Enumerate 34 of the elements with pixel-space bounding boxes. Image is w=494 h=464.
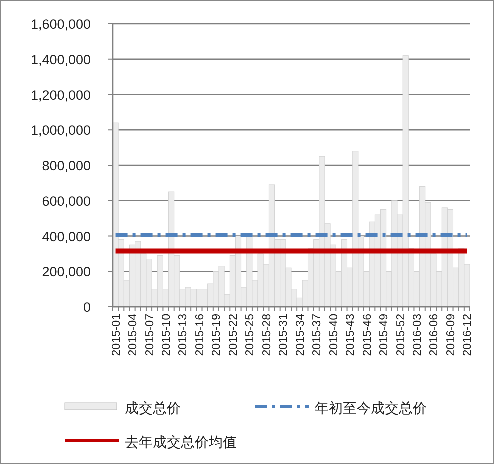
x-tick-label: 2015-19 — [211, 314, 224, 356]
x-tick-label: 2015-10 — [160, 314, 173, 356]
x-tick-label: 2015-40 — [328, 314, 340, 356]
legend-label: 年初至今成交总价 — [315, 401, 427, 417]
x-tick-label: 2016-12 — [462, 314, 474, 356]
y-tick-label: 800,000 — [42, 158, 91, 174]
y-tick-label: 1,600,000 — [30, 17, 91, 32]
x-tick-label: 2015-46 — [362, 314, 374, 356]
x-tick-label: 2015-28 — [261, 314, 274, 356]
x-tick-label: 2015-52 — [395, 314, 408, 356]
x-tick-label: 2015-07 — [144, 314, 156, 356]
y-tick-label: 600,000 — [42, 194, 91, 209]
legend-label: 成交总价 — [125, 401, 181, 417]
x-tick-label: 2015-31 — [278, 314, 290, 356]
legend-label: 去年成交总价均值 — [125, 435, 237, 451]
x-tick-label: 2016-03 — [412, 314, 424, 356]
y-tick-label: 0 — [83, 300, 91, 315]
x-tick-label: 2016-06 — [428, 314, 441, 356]
y-tick-label: 1,000,000 — [30, 123, 91, 138]
x-tick-label: 2015-13 — [178, 314, 190, 356]
x-tick-label: 2015-16 — [194, 314, 206, 356]
x-tick-label: 2015-22 — [228, 314, 240, 356]
x-tick-label: 2015-49 — [378, 314, 391, 356]
x-tick-label: 2015-25 — [244, 314, 257, 356]
y-tick-label: 200,000 — [42, 264, 91, 280]
x-tick-label: 2015-01 — [110, 314, 123, 356]
y-tick-label: 1,400,000 — [30, 52, 91, 68]
x-tick-label: 2015-34 — [294, 313, 307, 356]
y-tick-label: 1,200,000 — [30, 88, 91, 103]
y-tick-label: 400,000 — [42, 229, 91, 244]
x-tick-label: 2016-09 — [445, 314, 458, 356]
x-tick-label: 2015-04 — [128, 313, 140, 356]
x-tick-label: 2015-37 — [312, 314, 324, 356]
x-tick-label: 2015-43 — [345, 314, 358, 356]
